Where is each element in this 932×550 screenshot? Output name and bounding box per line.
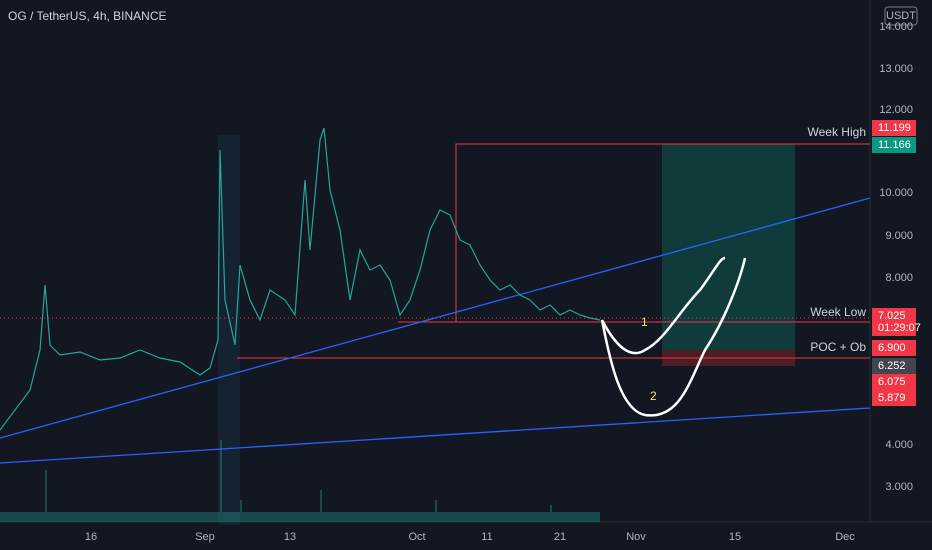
scenario-path bbox=[600, 257, 747, 417]
price-path bbox=[0, 127, 601, 431]
path-label: 1 bbox=[641, 315, 648, 329]
price-label: 12.000 bbox=[879, 104, 913, 116]
price-tag bbox=[872, 374, 916, 390]
date-label: Sep bbox=[195, 531, 215, 543]
price-label: 8.000 bbox=[885, 272, 913, 284]
volume-bars bbox=[0, 440, 600, 522]
price-tag-label: 6.075 bbox=[878, 376, 906, 388]
price-tag bbox=[872, 137, 916, 153]
price-label: 9.000 bbox=[885, 230, 913, 242]
price-tag bbox=[872, 358, 916, 374]
price-tag-label: 11.199 bbox=[878, 122, 911, 134]
date-label: 15 bbox=[729, 531, 741, 543]
week-high-line bbox=[455, 143, 870, 322]
highlight bbox=[218, 135, 240, 525]
price-tag-label: 11.166 bbox=[878, 139, 911, 151]
price-label: 14.000 bbox=[879, 21, 913, 33]
price-tag-label: 5.879 bbox=[878, 392, 906, 404]
chart-title: OG / TetherUS, 4h, BINANCE bbox=[8, 9, 167, 23]
price-label: 13.000 bbox=[879, 63, 913, 75]
price-tag-label: 01:29:07 bbox=[878, 322, 921, 334]
price-tag bbox=[872, 120, 916, 136]
trendline bbox=[0, 197, 871, 439]
price-label: 3.000 bbox=[885, 481, 913, 493]
price-label: 10.000 bbox=[879, 187, 913, 199]
price-tag-label: 7.025 bbox=[878, 310, 906, 322]
level-label: POC + Ob bbox=[810, 340, 866, 354]
level-label: Week High bbox=[808, 125, 866, 139]
price-label: 4.000 bbox=[885, 439, 913, 451]
path-label: 2 bbox=[650, 389, 657, 403]
date-label: Nov bbox=[626, 531, 646, 543]
date-label: 13 bbox=[284, 531, 296, 543]
scenario-path bbox=[600, 256, 726, 355]
price-tag-label: 6.900 bbox=[878, 342, 906, 354]
profit-zone bbox=[662, 144, 795, 350]
price-tag bbox=[872, 390, 916, 406]
date-label: 16 bbox=[85, 531, 97, 543]
price-tag bbox=[872, 320, 916, 336]
date-label: 21 bbox=[554, 531, 566, 543]
currency-box bbox=[884, 6, 918, 26]
date-label: 11 bbox=[481, 531, 492, 543]
trendline bbox=[0, 407, 871, 464]
date-label: Dec bbox=[835, 531, 855, 543]
date-label: Oct bbox=[408, 531, 425, 543]
level-label: Week Low bbox=[810, 305, 866, 319]
currency: USDT bbox=[886, 10, 916, 22]
price-tag-label: 6.252 bbox=[878, 360, 906, 372]
price-tag bbox=[872, 340, 916, 356]
